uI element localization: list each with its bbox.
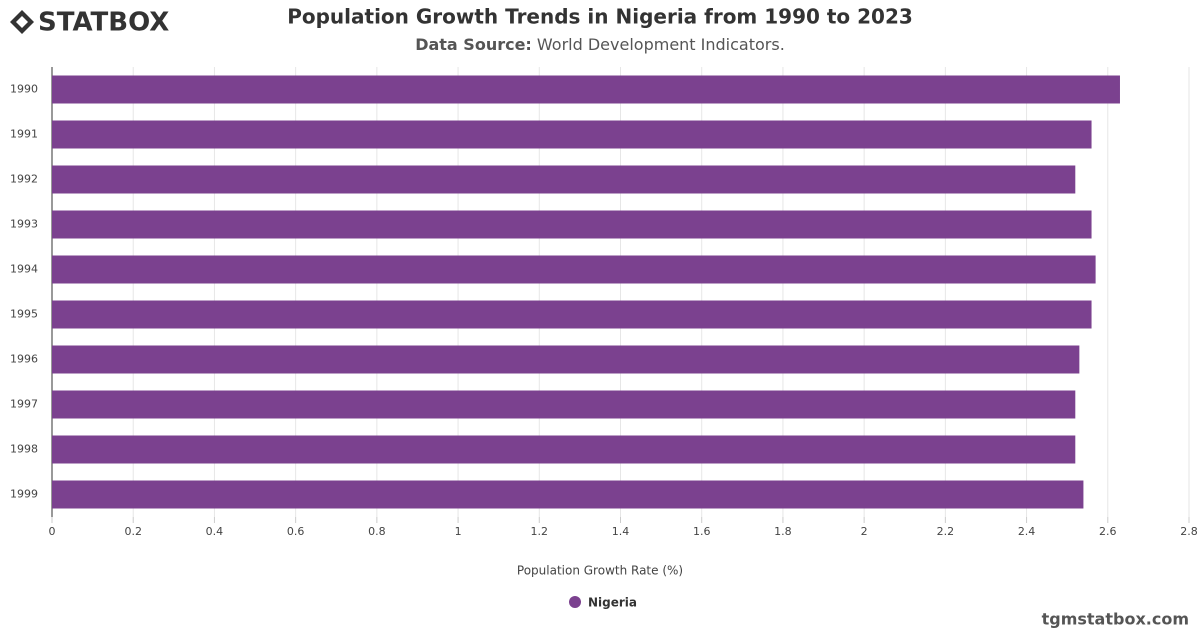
bar (52, 480, 1084, 509)
x-tick-label: 0.2 (124, 525, 142, 538)
y-tick-label: 1996 (10, 353, 38, 366)
logo: STATBOX (10, 8, 169, 38)
y-tick-label: 1999 (10, 488, 38, 501)
y-tick-label: 1997 (10, 398, 38, 411)
logo-text: STATBOX (38, 8, 169, 38)
bar (52, 210, 1092, 239)
x-tick-label: 0.4 (206, 525, 224, 538)
x-tick-label: 2.4 (1018, 525, 1036, 538)
bar (52, 165, 1076, 194)
y-tick-label: 1995 (10, 308, 38, 321)
y-tick-label: 1990 (10, 83, 38, 96)
x-tick-label: 0.8 (368, 525, 386, 538)
x-tick-label: 2.2 (937, 525, 955, 538)
x-tick-label: 0 (49, 525, 56, 538)
y-tick-label: 1994 (10, 263, 38, 276)
x-tick-label: 1.2 (531, 525, 549, 538)
bar (52, 120, 1092, 149)
y-tick-label: 1993 (10, 218, 38, 231)
legend-label: Nigeria (588, 596, 637, 610)
bar (52, 435, 1076, 464)
bar (52, 390, 1076, 419)
bar (52, 255, 1096, 284)
x-tick-label: 2.8 (1180, 525, 1198, 538)
x-tick-label: 1.6 (693, 525, 711, 538)
y-tick-label: 1992 (10, 173, 38, 186)
x-tick-label: 2 (861, 525, 868, 538)
x-tick-label: 1 (455, 525, 462, 538)
logo-icon-inner (16, 16, 28, 28)
x-tick-label: 1.4 (612, 525, 630, 538)
bar (52, 300, 1092, 329)
x-tick-label: 2.6 (1099, 525, 1117, 538)
y-tick-label: 1998 (10, 443, 38, 456)
source-label: Data Source: (415, 35, 532, 54)
source: World Development Indicators. (537, 35, 785, 54)
x-tick-label: 1.8 (774, 525, 792, 538)
watermark: tgmstatbox.com (1042, 610, 1189, 629)
bar (52, 345, 1080, 374)
chart-title: Population Growth Trends in Nigeria from… (287, 5, 913, 29)
y-tick-label: 1991 (10, 128, 38, 141)
x-tick-label: 0.6 (287, 525, 305, 538)
legend-marker (569, 596, 581, 608)
x-axis-title: Population Growth Rate (%) (517, 564, 683, 578)
bar (52, 75, 1120, 104)
chart-subtitle: Data Source: World Development Indicator… (415, 35, 785, 54)
